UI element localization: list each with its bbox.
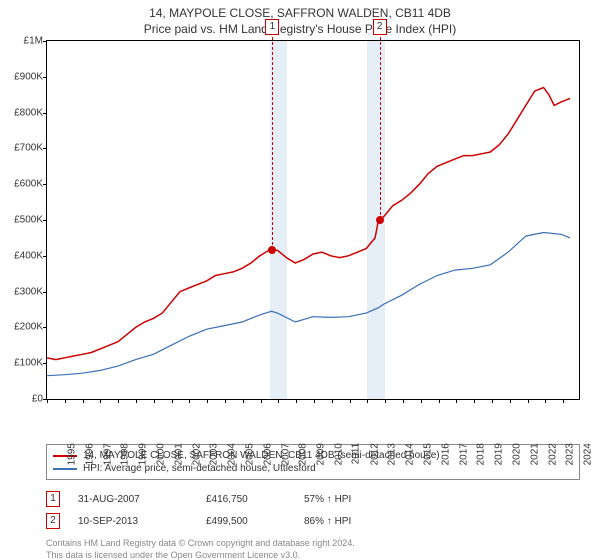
x-tick-label: 2019 — [493, 443, 504, 465]
x-tick-label: 2009 — [315, 443, 326, 465]
event-row-2: 2 10-SEP-2013 £499,500 86% ↑ HPI — [46, 510, 580, 532]
event-dashed-line — [272, 37, 273, 250]
x-tick-label: 1996 — [84, 443, 95, 465]
footer-line2: This data is licensed under the Open Gov… — [46, 550, 580, 560]
x-tick-label: 1995 — [66, 443, 77, 465]
event-marker-label: 2 — [373, 19, 387, 35]
event-marker-2: 2 — [46, 513, 60, 529]
x-tick-label: 2017 — [458, 443, 469, 465]
y-tick-label: £800K — [3, 107, 43, 118]
x-tick-label: 2014 — [404, 443, 415, 465]
chart-container: 14, MAYPOLE CLOSE, SAFFRON WALDEN, CB11 … — [0, 0, 600, 560]
x-tick-label: 2007 — [280, 443, 291, 465]
y-tick-label: £300K — [3, 286, 43, 297]
legend-swatch-blue — [53, 468, 77, 470]
event-date-1: 31-AUG-2007 — [78, 494, 188, 505]
x-tick-label: 2001 — [173, 443, 184, 465]
footer-line1: Contains HM Land Registry data © Crown c… — [46, 538, 580, 550]
event-dot — [376, 216, 384, 224]
y-tick-label: £600K — [3, 179, 43, 190]
x-tick-label: 1998 — [120, 443, 131, 465]
event-hpi-1: 57% ↑ HPI — [304, 494, 394, 505]
x-tick-label: 2015 — [422, 443, 433, 465]
x-tick-label: 2012 — [369, 443, 380, 465]
y-tick-label: £400K — [3, 250, 43, 261]
x-tick-label: 2023 — [565, 443, 576, 465]
chart-line-blue — [47, 233, 570, 376]
event-dot — [268, 246, 276, 254]
y-tick-label: £100K — [3, 358, 43, 369]
x-tick-label: 2013 — [387, 443, 398, 465]
event-hpi-2: 86% ↑ HPI — [304, 516, 394, 527]
chart-plot-area: £0£100K£200K£300K£400K£500K£600K£700K£80… — [46, 40, 580, 400]
event-marker-1: 1 — [46, 491, 60, 507]
y-tick-label: £0 — [3, 394, 43, 405]
x-tick-label: 2018 — [476, 443, 487, 465]
event-price-1: £416,750 — [206, 494, 286, 505]
event-row-1: 1 31-AUG-2007 £416,750 57% ↑ HPI — [46, 488, 580, 510]
x-tick-label: 2022 — [547, 443, 558, 465]
y-tick-label: £200K — [3, 322, 43, 333]
x-tick-label: 2004 — [226, 443, 237, 465]
events-list: 1 31-AUG-2007 £416,750 57% ↑ HPI 2 10-SE… — [46, 488, 580, 532]
event-marker-label: 1 — [265, 19, 279, 35]
y-tick-label: £500K — [3, 215, 43, 226]
x-tick-label: 2003 — [209, 443, 220, 465]
footer-text: Contains HM Land Registry data © Crown c… — [46, 538, 580, 560]
x-tick-label: 2011 — [350, 443, 361, 465]
title-subtitle: Price paid vs. HM Land Registry's House … — [0, 20, 600, 40]
event-price-2: £499,500 — [206, 516, 286, 527]
x-tick-label: 2006 — [262, 443, 273, 465]
title-address: 14, MAYPOLE CLOSE, SAFFRON WALDEN, CB11 … — [0, 0, 600, 20]
x-tick-label: 2020 — [511, 443, 522, 465]
x-tick-label: 1999 — [137, 443, 148, 465]
x-tick-label: 1997 — [102, 443, 113, 465]
x-tick-label: 2021 — [529, 443, 540, 465]
x-tick-label: 2008 — [298, 443, 309, 465]
x-tick-label: 2010 — [333, 443, 344, 465]
chart-svg — [47, 41, 579, 399]
event-date-2: 10-SEP-2013 — [78, 516, 188, 527]
x-tick-label: 2000 — [155, 443, 166, 465]
event-dashed-line — [380, 37, 381, 220]
y-tick-label: £900K — [3, 71, 43, 82]
y-tick-label: £700K — [3, 143, 43, 154]
chart-line-red — [47, 88, 570, 360]
x-tick-label: 2002 — [191, 443, 202, 465]
y-tick-label: £1M — [3, 36, 43, 47]
x-tick-label: 2024 — [582, 443, 593, 465]
x-tick-label: 2005 — [244, 443, 255, 465]
x-tick-label: 2016 — [440, 443, 451, 465]
